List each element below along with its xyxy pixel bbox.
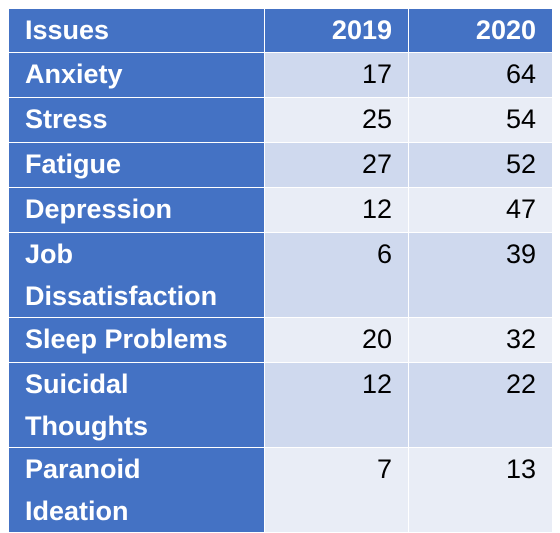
value-2020-cell: 32 bbox=[408, 317, 553, 363]
value-2020-cell: 22 bbox=[408, 362, 553, 448]
value-2020-cell: 39 bbox=[408, 232, 553, 318]
table-header: Issues 2019 2020 bbox=[8, 8, 553, 53]
table-body: Anxiety 17 64 Stress 25 54 Fatigue 27 52… bbox=[8, 52, 553, 533]
column-header-2020: 2020 bbox=[408, 8, 553, 53]
value-2020-cell: 64 bbox=[408, 52, 553, 98]
issue-cell: Stress bbox=[8, 97, 265, 143]
issue-cell: Anxiety bbox=[8, 52, 265, 98]
table-row: Anxiety 17 64 bbox=[8, 52, 553, 98]
value-2019-cell: 17 bbox=[264, 52, 409, 98]
issues-table: Issues 2019 2020 Anxiety 17 64 Stress 25… bbox=[8, 8, 553, 533]
table-row: Suicidal Thoughts 12 22 bbox=[8, 362, 553, 448]
issue-cell: Fatigue bbox=[8, 142, 265, 188]
issue-cell: Sleep Problems bbox=[8, 317, 265, 363]
issue-cell: Paranoid Ideation bbox=[8, 447, 265, 533]
value-2020-cell: 54 bbox=[408, 97, 553, 143]
table-row: Job Dissatisfaction 6 39 bbox=[8, 232, 553, 318]
table-row: Depression 12 47 bbox=[8, 187, 553, 233]
issue-cell: Suicidal Thoughts bbox=[8, 362, 265, 448]
value-2019-cell: 25 bbox=[264, 97, 409, 143]
value-2020-cell: 47 bbox=[408, 187, 553, 233]
issue-cell: Job Dissatisfaction bbox=[8, 232, 265, 318]
value-2019-cell: 7 bbox=[264, 447, 409, 533]
table-row: Paranoid Ideation 7 13 bbox=[8, 447, 553, 533]
header-row: Issues 2019 2020 bbox=[8, 8, 553, 53]
value-2019-cell: 12 bbox=[264, 187, 409, 233]
table-row: Sleep Problems 20 32 bbox=[8, 317, 553, 363]
value-2020-cell: 52 bbox=[408, 142, 553, 188]
table-row: Stress 25 54 bbox=[8, 97, 553, 143]
issue-cell: Depression bbox=[8, 187, 265, 233]
value-2020-cell: 13 bbox=[408, 447, 553, 533]
value-2019-cell: 12 bbox=[264, 362, 409, 448]
value-2019-cell: 6 bbox=[264, 232, 409, 318]
value-2019-cell: 20 bbox=[264, 317, 409, 363]
column-header-2019: 2019 bbox=[264, 8, 409, 53]
column-header-issues: Issues bbox=[8, 8, 265, 53]
table-row: Fatigue 27 52 bbox=[8, 142, 553, 188]
value-2019-cell: 27 bbox=[264, 142, 409, 188]
